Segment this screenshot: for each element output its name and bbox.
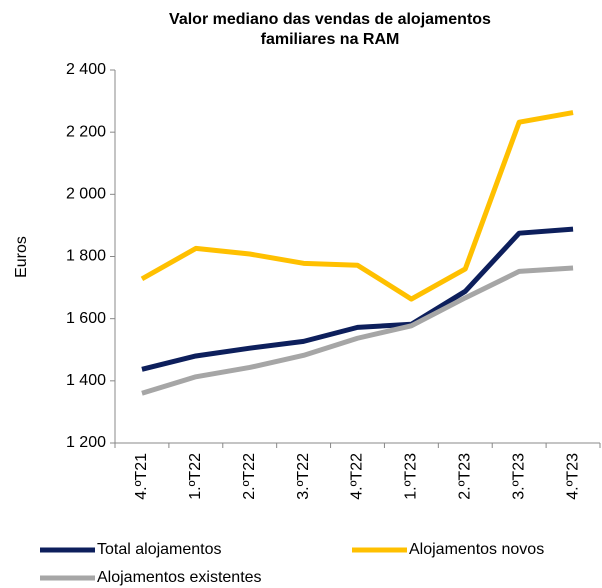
chart-title: Valor mediano das vendas de alojamentos — [169, 11, 491, 28]
chart-title: familiares na RAM — [261, 31, 400, 48]
x-tick-label: 1.ºT22 — [187, 453, 204, 500]
x-tick-label: 1.ºT23 — [403, 453, 420, 500]
x-tick-label: 4.ºT22 — [349, 453, 366, 500]
series-line — [141, 226, 574, 372]
legend-label: Alojamentos existentes — [97, 569, 262, 586]
x-tick-label: 3.ºT22 — [295, 453, 312, 500]
series-line — [141, 265, 574, 396]
x-tick-label: 2.ºT23 — [456, 453, 473, 500]
y-tick-label: 1 200 — [66, 434, 106, 451]
y-tick-label: 1 400 — [66, 372, 106, 389]
x-tick-label: 3.ºT23 — [510, 453, 527, 500]
y-tick-label: 2 400 — [66, 61, 106, 78]
y-tick-label: 2 000 — [66, 186, 106, 203]
y-tick-label: 1 800 — [66, 248, 106, 265]
series-line — [140, 110, 574, 302]
y-tick-label: 2 200 — [66, 123, 106, 140]
legend-label: Alojamentos novos — [409, 541, 544, 558]
y-axis-label: Euros — [13, 236, 30, 278]
x-tick-label: 2.ºT22 — [241, 453, 258, 500]
legend-label: Total alojamentos — [97, 541, 222, 558]
y-tick-label: 1 600 — [66, 310, 106, 327]
x-tick-label: 4.ºT21 — [133, 453, 150, 500]
x-tick-label: 4.ºT23 — [564, 453, 581, 500]
